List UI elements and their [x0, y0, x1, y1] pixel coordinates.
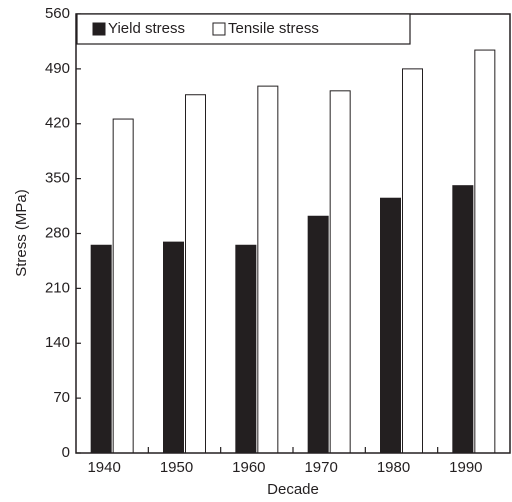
bar — [474, 49, 496, 454]
bar — [307, 215, 329, 454]
bar — [163, 241, 184, 454]
y-tick-label: 350 — [45, 170, 70, 187]
legend-box — [76, 13, 411, 45]
legend-label: Tensile stress — [228, 20, 319, 37]
x-axis-label: Decade — [267, 481, 319, 498]
legend-swatch — [92, 22, 106, 36]
bar — [90, 244, 112, 454]
plot-frame — [75, 13, 511, 454]
y-tick-label: 420 — [45, 115, 70, 132]
y-tick-label: 280 — [45, 224, 70, 241]
y-tick-label: 0 — [62, 444, 70, 461]
legend-label: Yield stress — [108, 20, 185, 37]
y-tick-label: 490 — [45, 60, 70, 77]
y-tick-label: 210 — [45, 279, 70, 296]
bar — [452, 185, 474, 454]
x-tick-label: 1940 — [87, 459, 120, 476]
x-tick-label: 1950 — [160, 459, 193, 476]
bar — [112, 118, 134, 454]
bar — [402, 68, 423, 454]
bar — [185, 94, 206, 454]
x-tick-label: 1980 — [377, 459, 410, 476]
y-tick-label: 140 — [45, 334, 70, 351]
bar — [380, 197, 401, 454]
y-axis-label: Stress (MPa) — [13, 189, 30, 277]
bar — [235, 244, 257, 454]
bar — [329, 90, 351, 454]
y-tick-label: 560 — [45, 5, 70, 22]
legend-swatch — [212, 22, 226, 36]
x-tick-label: 1990 — [449, 459, 482, 476]
y-tick-label: 70 — [53, 389, 70, 406]
x-tick-label: 1960 — [232, 459, 265, 476]
bar — [257, 85, 279, 454]
x-tick-label: 1970 — [304, 459, 337, 476]
